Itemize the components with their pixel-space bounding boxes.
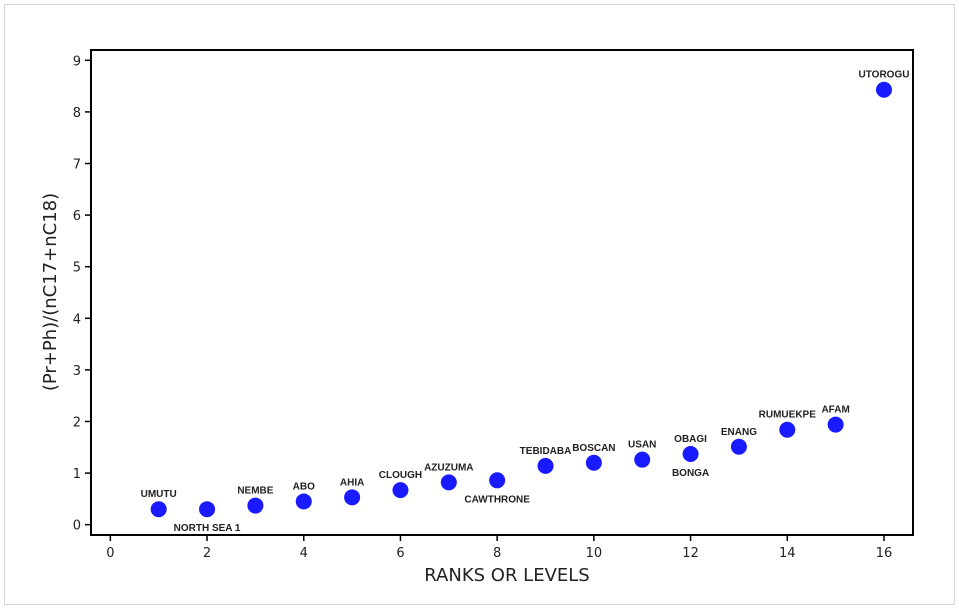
data-point	[634, 451, 651, 468]
data-point	[537, 457, 554, 474]
data-point-labels: UMUTU NORTH SEA 1 NEMBE ABO AHIA CLOUGHAZUZUM…	[141, 70, 910, 534]
data-point-label: AFAM	[821, 405, 849, 416]
data-point-label: NEMBE	[237, 486, 273, 497]
x-axis-title: RANKS OR LEVELS	[424, 565, 589, 586]
data-point	[875, 81, 892, 98]
data-point	[295, 493, 312, 510]
data-point	[392, 482, 409, 499]
data-point-label: ABO	[293, 481, 315, 492]
data-points	[150, 81, 892, 518]
data-point	[779, 421, 796, 438]
x-tick-label: 16	[876, 546, 893, 561]
data-point	[247, 497, 264, 514]
data-point	[827, 416, 844, 433]
data-point-label: TEBIDABA	[520, 446, 572, 457]
data-point-label: UMUTU	[141, 489, 177, 500]
x-tick-label: 14	[779, 546, 796, 561]
data-point-label: AZUZUMA	[424, 462, 473, 473]
x-tick-label: 8	[493, 546, 501, 561]
data-point-label: OBAGI	[674, 434, 707, 445]
data-point-label: CAWTHRONE	[464, 494, 530, 505]
data-point-label: ENANG	[721, 427, 757, 438]
x-tick-label: 4	[300, 546, 308, 561]
data-point-label: RUMUEKPE	[759, 410, 817, 421]
data-point-label: BONGA	[672, 468, 709, 479]
data-point-label: NORTH SEA 1	[174, 523, 241, 534]
y-tick-label: 0	[73, 519, 81, 534]
x-tick-label: 10	[586, 546, 603, 561]
y-tick-label: 4	[73, 312, 81, 327]
data-point	[730, 438, 747, 455]
y-tick-label: 2	[73, 415, 81, 430]
data-point	[344, 489, 361, 506]
x-tick-label: 6	[396, 546, 404, 561]
y-tick-label: 3	[73, 364, 81, 379]
data-point	[682, 445, 699, 462]
y-tick-label: 1	[73, 467, 81, 482]
data-point	[440, 474, 457, 491]
data-point	[585, 454, 602, 471]
y-tick-label: 5	[73, 261, 81, 276]
data-point-label: UTOROGU	[859, 70, 910, 81]
y-axis-ticks: 0 1 2 3 4 5 6 7 8 9	[73, 54, 91, 534]
y-axis-title: (Pr+Ph)/(nC17+nC18)	[40, 193, 61, 391]
y-tick-label: 6	[73, 209, 81, 224]
x-tick-label: 2	[203, 546, 211, 561]
data-point	[199, 501, 216, 518]
data-point-label: CLOUGH	[379, 470, 422, 481]
y-tick-label: 8	[73, 106, 81, 121]
data-point-label: BOSCAN	[572, 443, 615, 454]
data-point-label: AHIA	[340, 477, 364, 488]
plot-area	[90, 49, 914, 536]
data-point-label: USAN	[628, 440, 656, 451]
x-tick-label: 12	[682, 546, 699, 561]
y-tick-label: 7	[73, 158, 81, 173]
x-tick-label: 0	[106, 546, 114, 561]
y-tick-label: 9	[73, 54, 81, 69]
data-point	[489, 472, 506, 489]
data-point	[150, 501, 167, 518]
x-axis-ticks: 0 2 4 6 8 10 12 14 16	[106, 535, 892, 561]
